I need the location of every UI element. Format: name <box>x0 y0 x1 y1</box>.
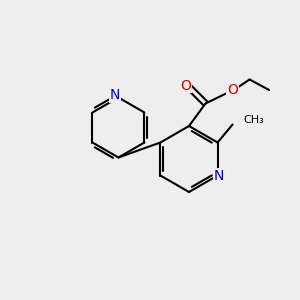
Text: CH₃: CH₃ <box>243 115 264 125</box>
Text: N: N <box>214 169 224 182</box>
Text: O: O <box>227 83 238 97</box>
Text: O: O <box>180 79 191 92</box>
Text: N: N <box>110 88 120 102</box>
